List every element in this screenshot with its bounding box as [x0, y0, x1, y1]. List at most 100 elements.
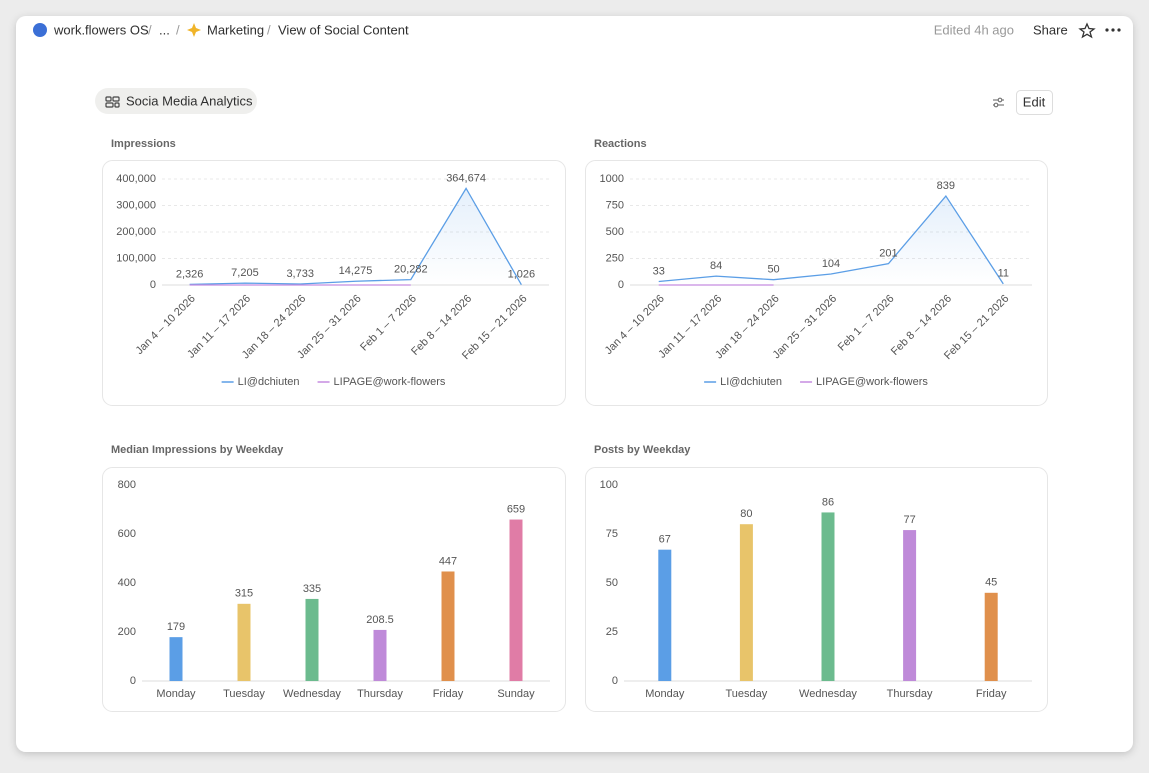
x-tick-label: Monday [156, 688, 196, 700]
chart-title: Posts by Weekday [594, 444, 691, 456]
chart-title: Reactions [594, 138, 647, 150]
bar [658, 549, 672, 681]
y-tick-label: 200 [118, 626, 136, 638]
x-tick-label: Thursday [887, 688, 933, 700]
data-label: 45 [985, 577, 997, 589]
tab-icon [105, 96, 120, 108]
data-label: 50 [767, 264, 779, 276]
bar [305, 598, 319, 681]
bar [237, 603, 251, 681]
data-label: 2,326 [176, 268, 204, 280]
data-label: 364,674 [446, 172, 486, 184]
edit-button-label[interactable]: Edit [1023, 94, 1046, 109]
data-label: 104 [822, 258, 840, 270]
y-tick-label: 100,000 [116, 252, 156, 264]
data-label: 84 [710, 260, 722, 272]
data-label: 7,205 [231, 267, 259, 279]
bar [441, 571, 455, 681]
edit-button[interactable] [1016, 90, 1053, 115]
edited-status: Edited 4h ago [934, 22, 1014, 37]
y-tick-label: 400 [118, 577, 136, 589]
share-button[interactable]: Share [1033, 22, 1068, 37]
x-tick-label: Thursday [357, 688, 403, 700]
bar [739, 524, 753, 681]
favorite-button[interactable] [1078, 22, 1096, 39]
y-tick-label: 100 [600, 479, 618, 491]
more-button[interactable] [1105, 28, 1121, 32]
y-tick-label: 300,000 [116, 199, 156, 211]
data-label: 67 [659, 534, 671, 546]
series-area [189, 188, 522, 285]
x-tick-label: Sunday [497, 688, 535, 700]
data-label: 3,733 [286, 268, 314, 280]
y-tick-label: 750 [606, 199, 624, 211]
filter-button[interactable] [993, 97, 1004, 108]
breadcrumb-section[interactable]: Marketing [207, 22, 264, 37]
section-icon [187, 23, 201, 37]
x-tick-label: Tuesday [223, 688, 265, 700]
y-tick-label: 600 [118, 528, 136, 540]
x-tick-label: Wednesday [799, 688, 857, 700]
y-tick-label: 200,000 [116, 226, 156, 238]
chart-title: Median Impressions by Weekday [111, 444, 284, 456]
data-label: 77 [903, 514, 915, 526]
data-label: 20,282 [394, 264, 428, 276]
y-tick-label: 400,000 [116, 173, 156, 185]
y-tick-label: 75 [606, 528, 618, 540]
data-label: 839 [937, 180, 955, 192]
data-label: 86 [822, 496, 834, 508]
data-label: 447 [439, 555, 457, 567]
y-tick-label: 800 [118, 479, 136, 491]
y-tick-label: 0 [130, 675, 136, 687]
breadcrumb-page[interactable]: View of Social Content [278, 22, 409, 37]
y-tick-label: 1000 [600, 173, 624, 185]
x-tick-label: Friday [976, 688, 1007, 700]
bar [509, 519, 523, 681]
y-tick-label: 0 [618, 279, 624, 291]
data-label: 659 [507, 503, 525, 515]
series-line [658, 194, 1004, 285]
data-label: 33 [653, 265, 665, 277]
bar [373, 629, 387, 681]
x-tick-label: Friday [433, 688, 464, 700]
data-label: 315 [235, 588, 253, 600]
data-label: 335 [303, 583, 321, 595]
series-area [658, 196, 1004, 285]
y-tick-label: 500 [606, 226, 624, 238]
y-tick-label: 25 [606, 626, 618, 638]
x-tick-label: Tuesday [726, 688, 768, 700]
data-label: 208.5 [366, 614, 394, 626]
bar [821, 512, 835, 681]
breadcrumb-workspace[interactable]: work.flowers OS [53, 22, 149, 37]
data-label: 11 [998, 268, 1009, 280]
data-label: 1,026 [508, 269, 536, 281]
view-tab-label[interactable]: Socia Media Analytics [126, 93, 253, 108]
separator: / [267, 22, 271, 37]
view-tab[interactable] [95, 88, 257, 114]
legend-label: LIPAGE@work-flowers [334, 376, 446, 388]
series-line [189, 187, 522, 286]
x-tick-label: Monday [645, 688, 685, 700]
y-tick-label: 50 [606, 577, 618, 589]
data-label: 179 [167, 621, 185, 633]
y-tick-label: 0 [612, 675, 618, 687]
legend-label: LI@dchiuten [720, 376, 782, 388]
bar [984, 592, 998, 681]
breadcrumb-ellipsis[interactable]: ... [159, 22, 170, 37]
y-tick-label: 0 [150, 279, 156, 291]
bar [169, 637, 183, 681]
x-tick-label: Wednesday [283, 688, 341, 700]
bar [903, 530, 917, 681]
legend-label: LI@dchiuten [238, 376, 300, 388]
data-label: 201 [879, 248, 897, 260]
chart-card [585, 467, 1048, 712]
data-label: 80 [740, 508, 752, 520]
separator: / [148, 22, 152, 37]
y-tick-label: 250 [606, 252, 624, 264]
legend-label: LIPAGE@work-flowers [816, 376, 928, 388]
separator: / [176, 22, 180, 37]
data-label: 14,275 [339, 265, 373, 277]
chart-title: Impressions [111, 138, 176, 150]
workspace-icon [33, 23, 47, 37]
